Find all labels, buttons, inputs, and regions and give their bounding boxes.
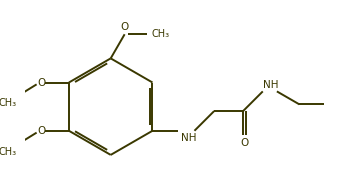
Text: CH₃: CH₃: [0, 147, 17, 157]
Text: NH: NH: [263, 79, 278, 90]
Text: CH₃: CH₃: [0, 99, 17, 108]
Text: O: O: [120, 22, 129, 32]
Text: CH₃: CH₃: [151, 29, 169, 39]
Text: O: O: [240, 138, 249, 148]
Text: O: O: [37, 78, 45, 87]
Text: NH: NH: [181, 133, 196, 143]
Text: O: O: [37, 126, 45, 136]
